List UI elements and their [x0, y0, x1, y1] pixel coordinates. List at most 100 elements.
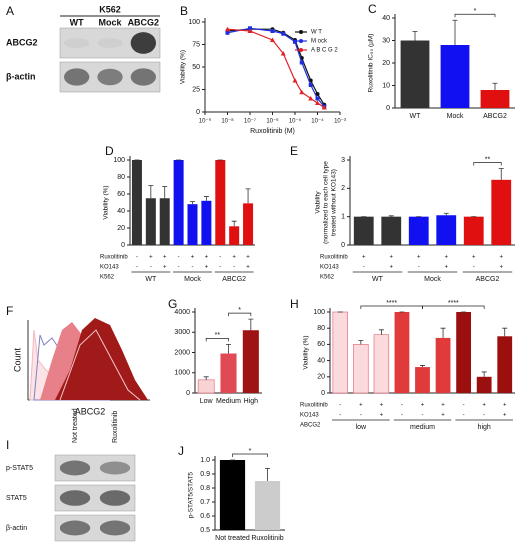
group-label: WT — [372, 276, 384, 283]
marker — [280, 51, 286, 56]
condition-value: + — [503, 403, 507, 409]
group-label: WT — [145, 276, 157, 283]
condition-value: - — [178, 255, 180, 261]
condition-value: + — [472, 255, 476, 261]
marker — [315, 96, 320, 101]
bar — [373, 334, 390, 394]
y-tick-label: 0.9 — [200, 471, 210, 478]
condition-value: - — [233, 265, 235, 271]
y-axis-label: Viability (%) — [303, 335, 310, 369]
y-tick-label: 2 — [341, 185, 345, 192]
bar — [242, 330, 259, 393]
bar — [159, 198, 170, 245]
group-label: ABCG2 — [222, 276, 246, 283]
bar — [440, 45, 470, 108]
y-tick-label: 3 — [341, 157, 345, 164]
error-bar — [245, 188, 251, 204]
panel-label: J — [178, 444, 184, 458]
row-label: β-actin — [6, 71, 36, 81]
y-tick-label: 0.7 — [200, 499, 210, 506]
condition-value: - — [463, 403, 465, 409]
legend-marker — [299, 30, 303, 34]
condition-value: + — [389, 265, 393, 271]
lane-label: ABCG2 — [128, 17, 160, 27]
x-tick-label: Mock — [447, 113, 464, 120]
marker — [281, 31, 286, 36]
y-axis-label: p-STAT5/STAT5 — [188, 472, 195, 518]
condition-value: - — [219, 255, 221, 261]
x-tick-label: 10⁻⁶ — [266, 118, 279, 125]
error-bar — [203, 376, 209, 380]
condition-value: - — [422, 413, 424, 419]
error-bar — [248, 318, 254, 331]
condition-value: + — [191, 255, 195, 261]
condition-value: + — [503, 413, 507, 419]
condition-name: Ruxolitinib — [300, 403, 328, 409]
y-axis-label: Viability (%) — [103, 185, 110, 219]
histogram-high — [55, 318, 148, 400]
panel-label: E — [290, 144, 298, 158]
significance-label: * — [249, 448, 252, 455]
x-axis-label: Ruxolitinib (M) — [250, 128, 295, 135]
marker — [270, 37, 275, 42]
bar — [463, 216, 484, 245]
x-tick-label: ABCG2 — [483, 113, 507, 120]
marker — [321, 105, 327, 110]
group-label: high — [478, 424, 491, 431]
x-axis-label: ABCG2 — [75, 406, 106, 416]
condition-value: - — [463, 413, 465, 419]
condition-value: + — [149, 255, 153, 261]
condition-value: + — [232, 255, 236, 261]
bar — [145, 198, 156, 245]
lane-label: Not treated — [72, 408, 79, 443]
marker — [299, 89, 305, 95]
y-axis-label: Count — [12, 348, 22, 373]
error-bar — [162, 185, 168, 199]
legend-marker — [299, 48, 303, 52]
y-tick-label: 3000 — [174, 329, 190, 336]
condition-value: + — [421, 403, 425, 409]
bar — [187, 204, 198, 245]
series-line — [227, 27, 325, 107]
condition-value: - — [339, 413, 341, 419]
significance-bracket — [454, 13, 496, 18]
panel-label: C — [368, 2, 377, 16]
bar — [415, 367, 430, 393]
condition-name: Ruxolitinib — [320, 255, 348, 261]
x-tick-label: 10⁻⁴ — [311, 118, 324, 125]
bar — [476, 376, 492, 393]
condition-value: - — [192, 265, 194, 271]
y-tick-label: 2000 — [174, 349, 190, 356]
bar — [497, 336, 513, 393]
marker — [315, 100, 320, 105]
condition-value: + — [246, 265, 250, 271]
y-tick-label: 25 — [192, 86, 200, 93]
marker — [225, 26, 230, 32]
bar — [353, 344, 369, 394]
condition-value: - — [136, 265, 138, 271]
y-tick-label: 20 — [382, 60, 390, 67]
y-tick-label: 0.6 — [200, 513, 210, 520]
cell-line-label: K562 — [99, 4, 121, 14]
bar — [201, 200, 212, 245]
condition-value: - — [339, 403, 341, 409]
bar — [220, 353, 237, 393]
condition-value: - — [401, 413, 403, 419]
error-bar — [226, 344, 231, 354]
blot-band — [130, 32, 156, 54]
blot-band — [99, 520, 131, 536]
significance-bracket — [232, 453, 268, 457]
condition-value: - — [418, 265, 420, 271]
marker — [308, 96, 314, 101]
group-row-label: ABCG2 — [300, 423, 321, 429]
y-tick-label: 4000 — [174, 309, 190, 316]
significance-label: ** — [485, 156, 491, 163]
blot-band — [99, 461, 131, 475]
flow-histogram: Count ABCG2 F — [6, 304, 150, 416]
row-label: p-STAT5 — [6, 465, 33, 472]
y-tick-label: 0 — [186, 390, 190, 397]
bar — [480, 90, 510, 108]
x-tick-label: 10⁻⁸ — [221, 118, 234, 125]
condition-value: - — [178, 265, 180, 271]
